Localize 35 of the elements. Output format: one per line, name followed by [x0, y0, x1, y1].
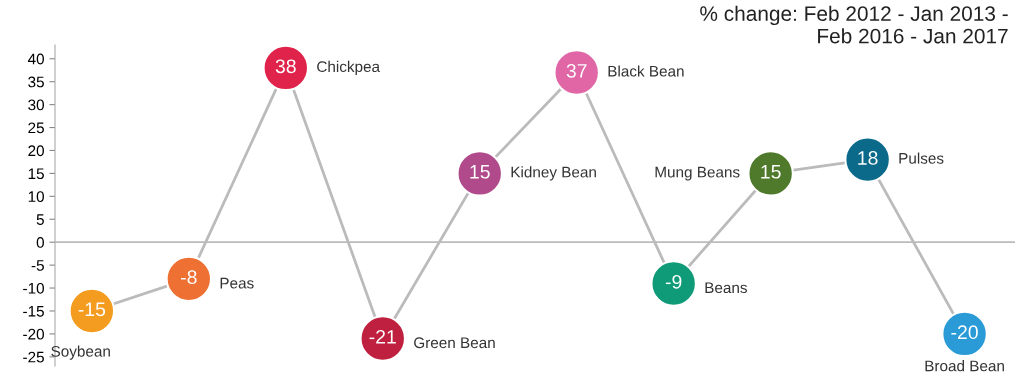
y-tick-label: 25	[28, 122, 44, 134]
annotation: Peas	[220, 277, 254, 289]
y-tick-label: 0	[36, 237, 44, 248]
y-tick-label: 5	[36, 214, 44, 225]
y-tick-label: -20	[23, 328, 44, 340]
annotation: Chickpea	[317, 60, 381, 76]
y-tick-label: 15	[28, 168, 44, 180]
y-tick-label: -25	[23, 351, 44, 363]
y-tick-label: -15	[23, 306, 44, 317]
annotation: Broad Bean	[925, 360, 1004, 372]
data-label: 18	[858, 151, 878, 165]
y-tick-label: 35	[28, 76, 44, 88]
y-tick-label: 20	[28, 145, 44, 157]
data-label: -21	[369, 329, 396, 344]
data-label: 38	[275, 59, 296, 74]
data-label: -15	[78, 302, 106, 317]
annotation: Mung Beans	[655, 166, 740, 181]
y-tick-label: -10	[23, 282, 44, 294]
annotation: Beans	[705, 282, 747, 294]
data-label: 15	[761, 165, 781, 179]
y-tick-label: 40	[27, 53, 44, 65]
data-label: -8	[181, 270, 197, 285]
annotation: Black Bean	[608, 65, 684, 77]
annotation: Soybean	[51, 345, 110, 360]
annotation: Green Bean	[414, 337, 495, 349]
data-label: 37	[566, 63, 587, 78]
y-tick-label: -5	[31, 260, 44, 271]
y-tick-label: 10	[28, 191, 44, 203]
annotation: Kidney Bean	[511, 166, 596, 181]
y-tick-label: 30	[28, 99, 44, 111]
data-label: 15	[470, 165, 490, 179]
chart-title: % change: Feb 2012 - Jan 2013 - Feb 2016 - Jan 2017	[700, 5, 1008, 44]
data-label: -9	[665, 274, 682, 289]
annotation: Pulses	[899, 152, 944, 164]
data-label: -20	[951, 325, 978, 340]
